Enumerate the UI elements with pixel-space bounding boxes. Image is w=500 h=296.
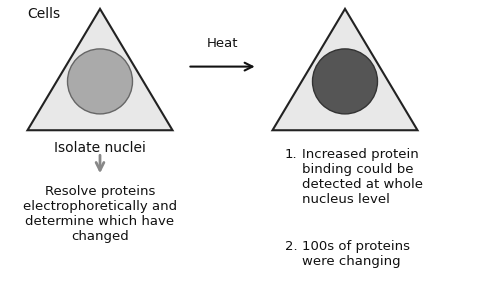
Ellipse shape	[68, 49, 132, 114]
Text: Cells: Cells	[28, 7, 60, 21]
Polygon shape	[272, 9, 418, 130]
Text: Resolve proteins
electrophoretically and
determine which have
changed: Resolve proteins electrophoretically and…	[23, 185, 177, 243]
Text: Heat: Heat	[207, 37, 238, 50]
Text: Isolate nuclei: Isolate nuclei	[54, 141, 146, 155]
Ellipse shape	[312, 49, 378, 114]
Text: Increased protein
binding could be
detected at whole
nucleus level: Increased protein binding could be detec…	[302, 148, 424, 206]
Polygon shape	[28, 9, 172, 130]
Text: 1.: 1.	[285, 148, 298, 161]
Text: 2.: 2.	[285, 240, 298, 253]
Text: 100s of proteins
were changing: 100s of proteins were changing	[302, 240, 410, 268]
